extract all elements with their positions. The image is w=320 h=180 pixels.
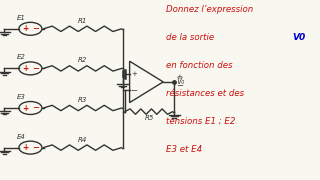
Text: R5: R5 xyxy=(145,115,154,121)
Text: +: + xyxy=(176,74,182,80)
Text: R1: R1 xyxy=(78,18,87,24)
Text: R2: R2 xyxy=(78,57,87,63)
Text: E4: E4 xyxy=(16,134,25,140)
Text: +: + xyxy=(131,71,137,77)
Text: −: − xyxy=(32,24,39,33)
Text: −: − xyxy=(130,86,137,95)
Text: V₀: V₀ xyxy=(176,76,185,86)
Text: E1: E1 xyxy=(16,15,25,21)
Text: en fonction des: en fonction des xyxy=(166,61,233,70)
Text: Donnez l’expression: Donnez l’expression xyxy=(166,5,254,14)
Text: −: − xyxy=(32,64,39,73)
Text: résistances et des: résistances et des xyxy=(166,89,244,98)
Text: +: + xyxy=(22,64,28,73)
Text: V0: V0 xyxy=(293,33,306,42)
Text: E3: E3 xyxy=(16,94,25,100)
Text: de la sortie: de la sortie xyxy=(166,33,214,42)
Text: +: + xyxy=(22,103,28,112)
Text: E2: E2 xyxy=(16,55,25,60)
Text: E3 et E4: E3 et E4 xyxy=(166,145,203,154)
Text: tensions E1 ; E2: tensions E1 ; E2 xyxy=(166,117,236,126)
Text: R4: R4 xyxy=(78,137,87,143)
Text: −: − xyxy=(32,103,39,112)
Text: −: − xyxy=(32,143,39,152)
Text: +: + xyxy=(22,24,28,33)
Text: −: − xyxy=(176,81,183,90)
Text: +: + xyxy=(22,143,28,152)
Text: R3: R3 xyxy=(78,97,87,103)
